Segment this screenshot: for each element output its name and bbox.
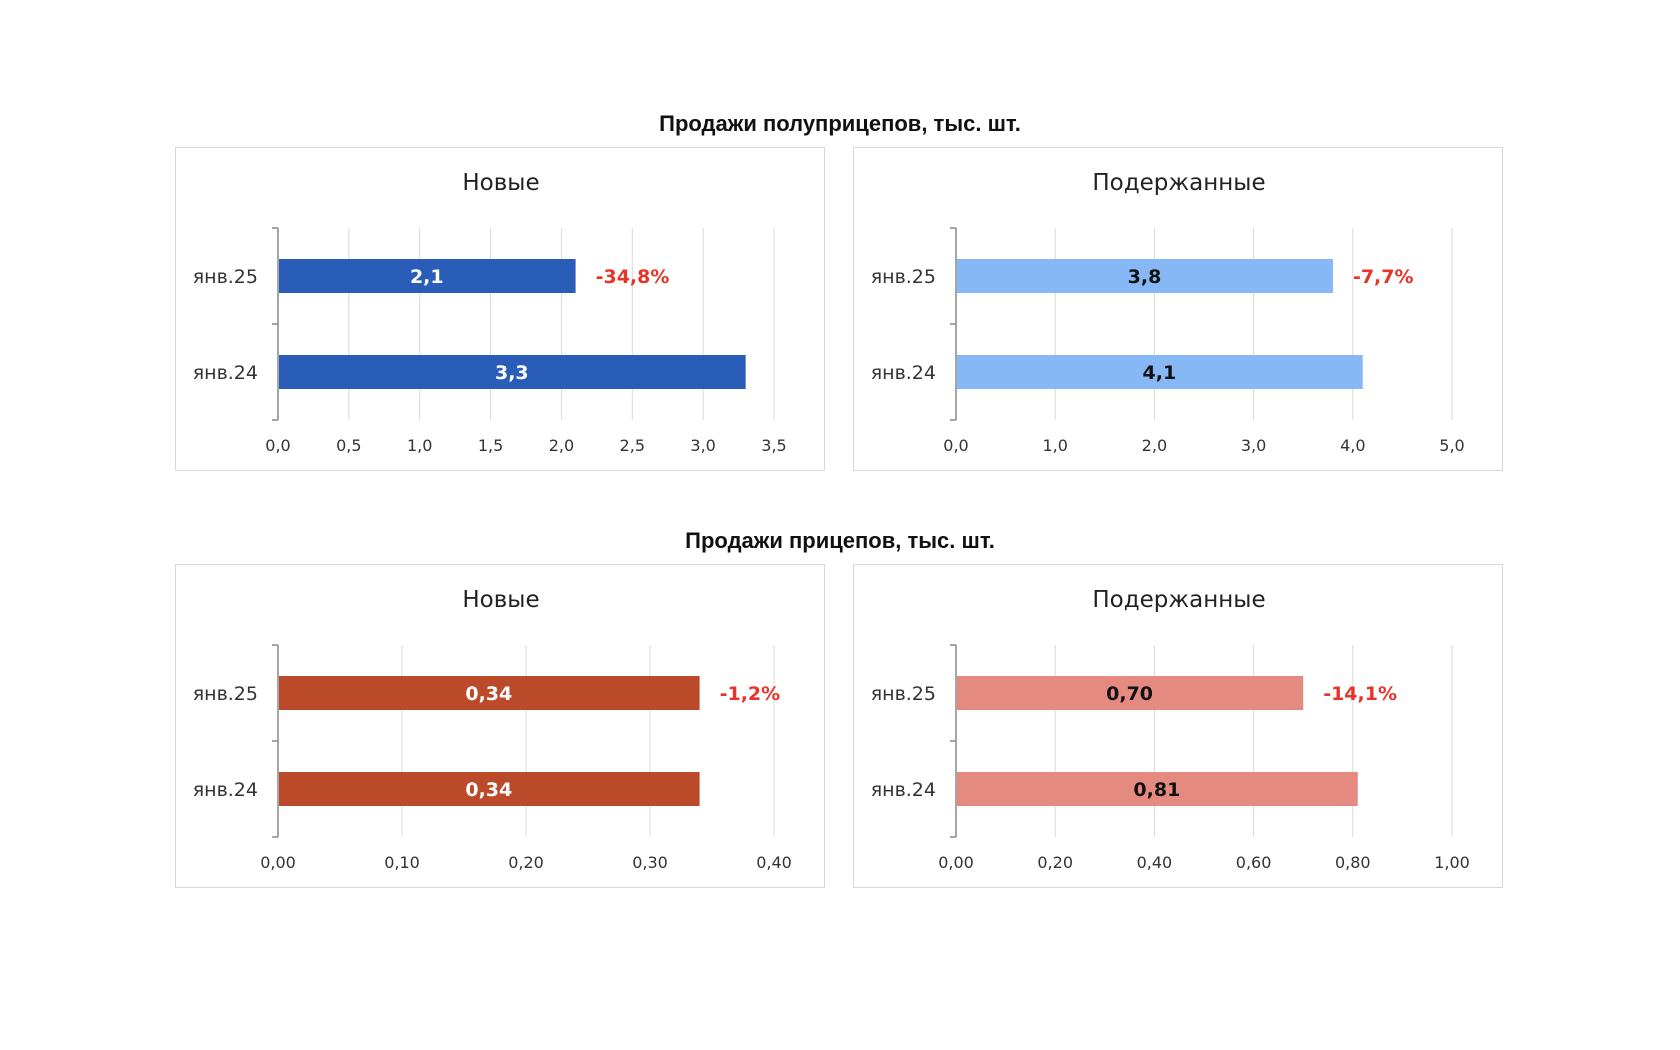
x-tick-label: 1,00 [1434,853,1470,872]
bar [279,259,576,293]
bar-value-label: 4,1 [1143,362,1177,384]
x-tick-label: 3,5 [761,436,786,455]
chart-panel-trailers-used: Подержанные 0,00 0,20 0,40 0,60 0,80 1,00 янв.2… [853,564,1503,888]
x-tick-label: 0,40 [1137,853,1173,872]
x-tick-label: 0,10 [384,853,420,872]
x-tick-label: 2,0 [549,436,574,455]
x-tick-label: 1,5 [478,436,503,455]
chart-svg: Новые 0,00 0,10 0,20 0,30 0,40 янв.25 0,34 -1,2%… [193,587,792,872]
bar-value-label: 0,34 [465,779,512,801]
x-tick-label: 1,0 [1042,436,1067,455]
semitrailers-sales-header: Продажи полуприцепов, тыс. шт. [659,111,1021,136]
x-tick-label: 0,80 [1335,853,1371,872]
x-tick-label: 0,30 [632,853,668,872]
category-label: янв.24 [871,362,936,384]
category-label: янв.25 [871,266,936,288]
chart-title: Новые [462,587,539,613]
x-tick-label: 0,00 [260,853,296,872]
x-tick-label: 1,0 [407,436,432,455]
category-label: янв.25 [871,683,936,705]
x-tick-label: 2,5 [620,436,645,455]
bar [957,259,1333,293]
chart-title: Новые [462,170,539,196]
x-tick-label: 3,0 [1241,436,1266,455]
bar-value-label: 3,3 [495,362,529,384]
bar-value-label: 3,8 [1128,266,1162,288]
x-tick-label: 0,00 [938,853,974,872]
bar [279,355,746,389]
bar [279,676,700,710]
category-label: янв.24 [193,779,258,801]
category-label: янв.25 [193,266,258,288]
chart-svg: Подержанные 0,00 0,20 0,40 0,60 0,80 1,00 янв.2… [871,587,1470,872]
bar [957,676,1304,710]
bar-value-label: 0,70 [1106,683,1153,705]
x-tick-label: 0,40 [756,853,792,872]
change-percent-label: -14,1% [1323,683,1397,705]
chart-panel-trailers-new: Новые 0,00 0,10 0,20 0,30 0,40 янв.25 0,34 -1,2%… [175,564,825,888]
chart-panel-semitrailers-used: Подержанные 0,0 1,0 2,0 3,0 4,0 5,0 янв.25 3,8 -7… [853,147,1503,471]
x-tick-label: 0,0 [943,436,968,455]
category-label: янв.24 [193,362,258,384]
x-tick-label: 5,0 [1439,436,1464,455]
chart-svg: Подержанные 0,0 1,0 2,0 3,0 4,0 5,0 янв.25 3,8 -7… [871,170,1465,455]
bar-value-label: 0,34 [465,683,512,705]
change-percent-label: -1,2% [720,683,781,705]
change-percent-label: -34,8% [596,266,670,288]
bar-value-label: 0,81 [1133,779,1180,801]
chart-title: Подержанные [1092,170,1265,196]
category-label: янв.25 [193,683,258,705]
x-tick-label: 0,60 [1236,853,1272,872]
bar [279,772,700,806]
bar [957,772,1358,806]
change-percent-label: -7,7% [1353,266,1414,288]
x-tick-label: 3,0 [690,436,715,455]
chart-panel-semitrailers-new: Новые 0,0 0,5 1,0 1,5 2,0 2,5 3,0 3,5 янв.25 2,1 -3… [175,147,825,471]
x-tick-label: 0,0 [265,436,290,455]
chart-title: Подержанные [1092,587,1265,613]
x-tick-label: 4,0 [1340,436,1365,455]
x-tick-label: 2,0 [1142,436,1167,455]
x-tick-label: 0,5 [336,436,361,455]
x-tick-label: 0,20 [508,853,544,872]
trailers-sales-header: Продажи прицепов, тыс. шт. [685,528,995,553]
x-tick-label: 0,20 [1037,853,1073,872]
category-label: янв.24 [871,779,936,801]
chart-svg: Новые 0,0 0,5 1,0 1,5 2,0 2,5 3,0 3,5 янв.25 2,1 -3… [193,170,787,455]
bar-value-label: 2,1 [410,266,444,288]
bar [957,355,1363,389]
